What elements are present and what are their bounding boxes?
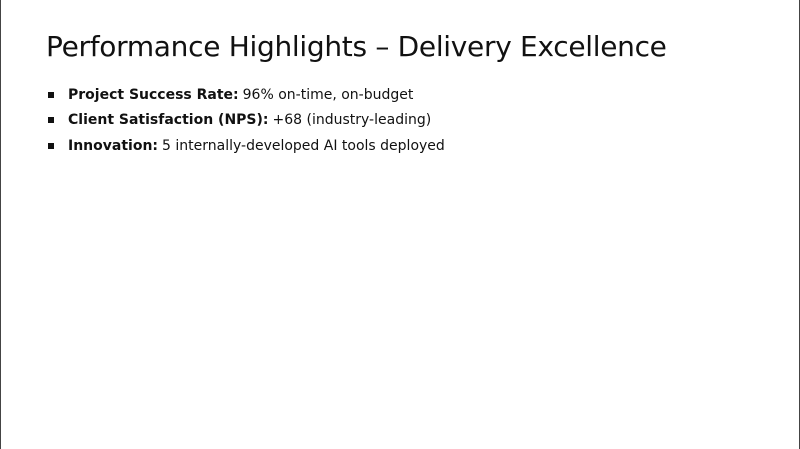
bullet-label: Innovation: bbox=[68, 137, 159, 154]
bullet-item: Client Satisfaction (NPS): +68 (industry… bbox=[46, 108, 445, 134]
square-bullet-icon bbox=[48, 142, 54, 149]
square-bullet-icon bbox=[48, 117, 54, 124]
bullet-text: 96% on-time, on-budget bbox=[242, 86, 414, 103]
bullet-label: Client Satisfaction (NPS): bbox=[68, 112, 269, 129]
slide-title: Performance Highlights – Delivery Excell… bbox=[46, 30, 667, 63]
square-bullet-icon bbox=[48, 91, 54, 98]
bullet-item: Innovation: 5 internally-developed AI to… bbox=[46, 133, 445, 159]
bullet-text: +68 (industry-leading) bbox=[272, 112, 432, 129]
bullet-item: Project Success Rate: 96% on-time, on-bu… bbox=[46, 82, 445, 108]
bullet-text: 5 internally-developed AI tools deployed bbox=[162, 137, 445, 154]
bullet-list: Project Success Rate: 96% on-time, on-bu… bbox=[46, 82, 445, 159]
bullet-label: Project Success Rate: bbox=[68, 86, 239, 103]
